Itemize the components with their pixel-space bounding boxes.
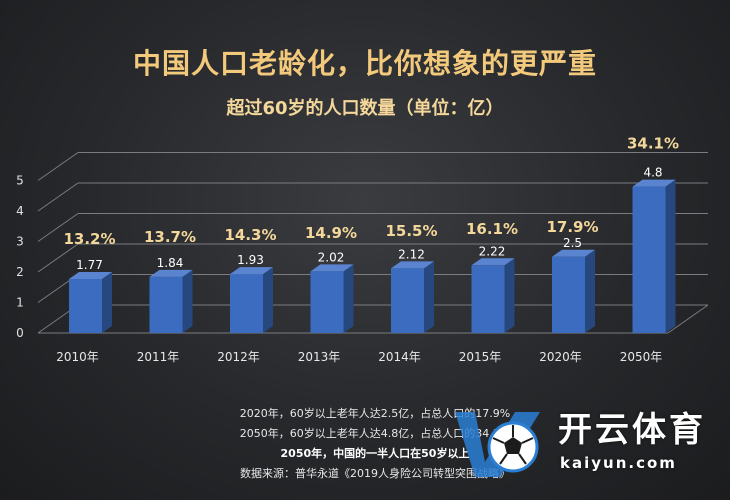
percent-label: 34.1% bbox=[627, 135, 679, 153]
kaiyun-logo-icon bbox=[455, 412, 540, 477]
note-2050: 2050年，60岁以上老年人达4.8亿，占总人口的34.1% bbox=[239, 427, 511, 440]
y-tick-label: 1 bbox=[16, 296, 24, 310]
percent-label: 15.5% bbox=[385, 222, 437, 240]
bar-top bbox=[310, 264, 354, 272]
data-label: 1.77 bbox=[76, 258, 103, 272]
footnotes: 2020年，60岁以上老年人达2.5亿，占总人口的17.9% 2050年，60岁… bbox=[205, 404, 545, 484]
x-tick-label: 2020年 bbox=[539, 350, 582, 364]
bar bbox=[149, 276, 183, 333]
x-tick-label: 2011年 bbox=[137, 350, 180, 364]
note-2020: 2020年，60岁以上老年人达2.5亿，占总人口的17.9% bbox=[239, 407, 511, 420]
bar bbox=[471, 265, 505, 333]
x-tick-label: 2014年 bbox=[378, 350, 421, 364]
data-label: 2.5 bbox=[563, 236, 582, 250]
percent-label: 16.1% bbox=[466, 220, 518, 238]
bar-side bbox=[343, 264, 354, 333]
bar-side bbox=[102, 272, 112, 333]
percent-label: 14.9% bbox=[305, 224, 357, 242]
x-tick-label: 2012年 bbox=[217, 350, 260, 364]
bar-top bbox=[552, 249, 595, 257]
gridline-side bbox=[37, 213, 79, 242]
x-tick-label: 2010年 bbox=[56, 350, 99, 364]
data-source: 数据来源：普华永道《2019人身险公司转型突围战略》 bbox=[240, 467, 510, 480]
data-label: 2.02 bbox=[318, 250, 345, 264]
bar bbox=[69, 279, 102, 333]
bar bbox=[230, 274, 263, 333]
chart-title: 中国人口老龄化，比你想象的更严重 bbox=[132, 47, 597, 80]
watermark-text-en: kaiyun.com bbox=[560, 454, 677, 472]
bar-side bbox=[665, 179, 676, 333]
floor-edge-right bbox=[667, 304, 709, 334]
gridline-side bbox=[37, 243, 79, 273]
watermark-text-cn: 开云体育 bbox=[558, 410, 706, 450]
y-tick-label: 5 bbox=[16, 174, 24, 188]
bar bbox=[310, 271, 344, 333]
bar-side bbox=[424, 261, 434, 333]
note-half-population: 2050年，中国的一半人口在50岁以上 bbox=[280, 447, 470, 460]
y-tick-label: 2 bbox=[16, 265, 24, 279]
chart-subtitle: 超过60岁的人口数量（单位：亿） bbox=[226, 98, 504, 119]
bar bbox=[552, 256, 585, 333]
bar-top bbox=[471, 258, 515, 266]
percent-label: 13.2% bbox=[63, 230, 115, 248]
data-label: 1.84 bbox=[157, 256, 184, 270]
data-label: 4.8 bbox=[643, 166, 662, 180]
bar-side bbox=[263, 267, 273, 333]
bar-side bbox=[585, 249, 595, 333]
y-tick-label: 4 bbox=[16, 204, 24, 218]
percent-label: 14.3% bbox=[224, 226, 276, 244]
y-tick-label: 0 bbox=[16, 326, 24, 340]
percent-label: 17.9% bbox=[546, 218, 598, 236]
bar-side bbox=[182, 269, 193, 333]
bar-top bbox=[230, 267, 273, 275]
gridline-side bbox=[37, 182, 79, 212]
data-label: 2.12 bbox=[398, 247, 425, 261]
x-tick-label: 2050年 bbox=[620, 350, 663, 364]
bar-top bbox=[69, 272, 112, 280]
bar-top bbox=[149, 269, 193, 277]
bar-top bbox=[632, 179, 676, 187]
x-tick-label: 2015年 bbox=[459, 350, 502, 364]
bar bbox=[632, 186, 666, 333]
data-label: 2.22 bbox=[479, 244, 506, 258]
watermark: 开云体育 kaiyun.com bbox=[445, 392, 730, 492]
data-label: 1.93 bbox=[237, 253, 264, 267]
x-tick-label: 2013年 bbox=[298, 350, 341, 364]
gridline-side bbox=[37, 152, 79, 181]
y-tick-label: 3 bbox=[16, 235, 24, 249]
bar-top bbox=[391, 261, 434, 269]
bar-side bbox=[504, 258, 515, 333]
percent-label: 13.7% bbox=[144, 228, 196, 246]
bar bbox=[391, 268, 424, 333]
